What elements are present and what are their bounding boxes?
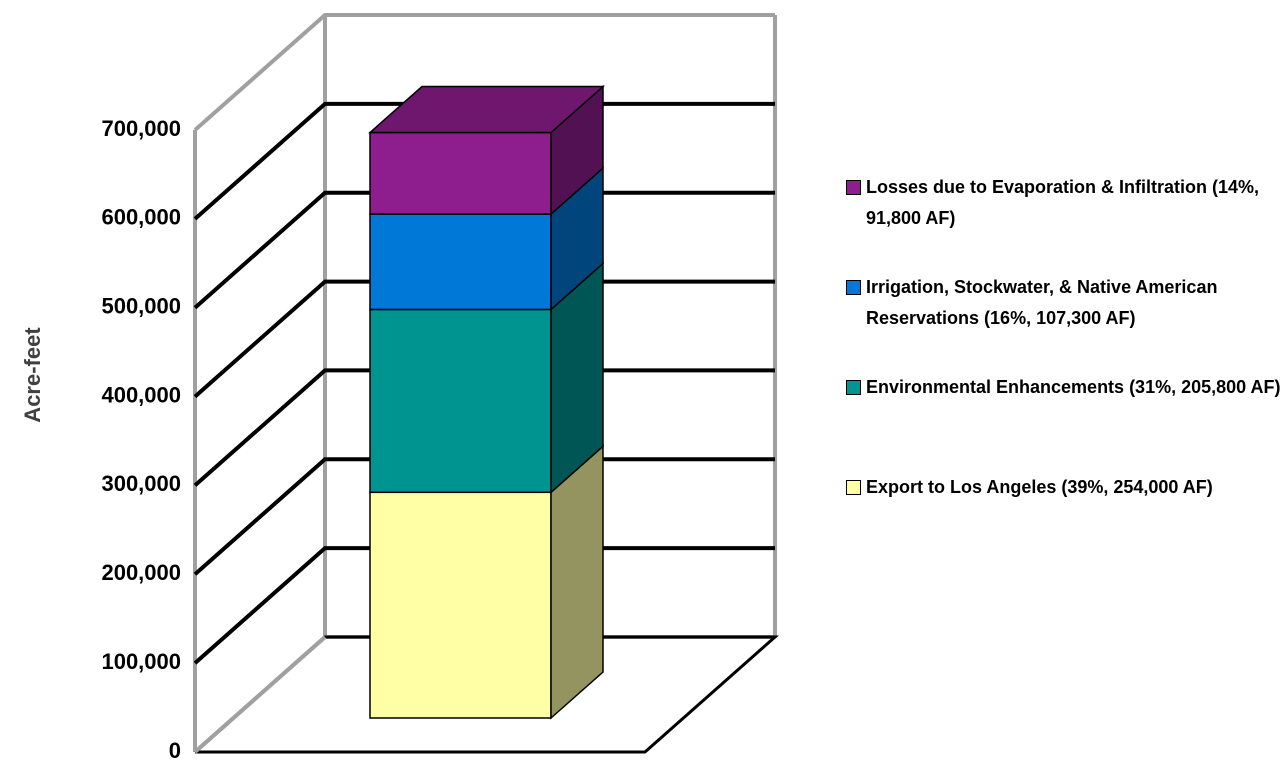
grid-line xyxy=(193,13,775,132)
bar-segment xyxy=(369,491,552,719)
y-tick-label: 600,000 xyxy=(101,205,181,230)
bar-segment xyxy=(369,213,552,311)
floor-left xyxy=(193,635,327,754)
grid-line xyxy=(193,101,775,221)
grid-line xyxy=(193,190,775,310)
bar-top xyxy=(368,85,605,134)
legend-swatch xyxy=(846,480,861,495)
legend-swatch xyxy=(846,180,861,195)
legend-item: Losses due to Evaporation & Infiltration… xyxy=(846,172,1286,234)
y-tick-label: 100,000 xyxy=(101,649,181,674)
legend-label: Irrigation, Stockwater, & Native America… xyxy=(866,277,1218,328)
y-axis-label: Acre-feet xyxy=(20,327,45,423)
y-tick-label: 700,000 xyxy=(101,116,181,141)
legend-item: Environmental Enhancements (31%, 205,800… xyxy=(846,372,1286,403)
grid-line xyxy=(193,279,775,399)
y-tick-label: 200,000 xyxy=(101,560,181,585)
y-tick-label: 400,000 xyxy=(101,382,181,407)
bar-segment xyxy=(369,308,552,494)
legend-swatch xyxy=(846,280,861,295)
legend-item: Export to Los Angeles (39%, 254,000 AF) xyxy=(846,472,1286,503)
y-tick-label: 500,000 xyxy=(101,294,181,319)
legend-label: Environmental Enhancements (31%, 205,800… xyxy=(866,377,1281,397)
legend-item: Irrigation, Stockwater, & Native America… xyxy=(846,272,1286,334)
grid-line xyxy=(193,457,775,576)
grid-line xyxy=(193,546,775,665)
legend-label: Export to Los Angeles (39%, 254,000 AF) xyxy=(866,477,1213,497)
legend-swatch xyxy=(846,380,861,395)
y-tick-label: 300,000 xyxy=(101,471,181,496)
y-tick-label: 0 xyxy=(169,738,181,762)
grid-line xyxy=(193,368,775,487)
bar-side xyxy=(550,444,604,720)
legend-label: Losses due to Evaporation & Infiltration… xyxy=(866,177,1260,228)
bar-segment xyxy=(369,131,552,215)
